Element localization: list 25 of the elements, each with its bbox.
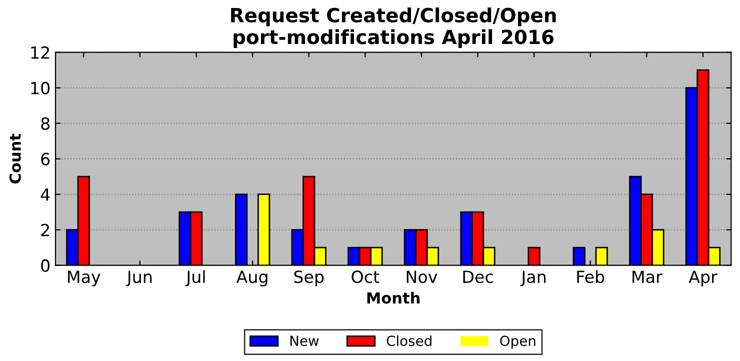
x-tick-label: Apr [688,270,718,286]
y-tick-label: 2 [41,224,49,236]
chart-title: Request Created/Closed/Open port-modifications April 2016 [231,7,556,48]
y-axis-title: Count [9,134,21,184]
x-tick-label: Nov [406,270,438,284]
x-tick-label: Jun [126,270,152,286]
y-tick-label: 10 [31,82,50,94]
x-tick-label: Feb [577,270,604,284]
x-tick-label: May [68,270,100,286]
x-tick-label: Jan [520,270,546,286]
x-tick-label: Dec [463,270,493,284]
x-tick-label: Sep [294,270,324,286]
y-tick-label: 6 [41,152,50,166]
x-tick-label: Mar [632,270,662,284]
x-axis-title: Month [367,292,420,304]
y-tick-label: 4 [40,188,50,201]
x-tick-label: Jul [185,270,205,286]
x-tick-label: Oct [352,270,380,284]
legend-label: Open [500,336,536,349]
x-tick-label: Aug [236,270,268,286]
legend-label: Closed [386,335,432,346]
y-tick-label: 8 [41,117,50,130]
legend-label: New [290,336,319,346]
y-tick-label: 12 [31,46,49,59]
y-tick-label: 0 [41,259,50,272]
